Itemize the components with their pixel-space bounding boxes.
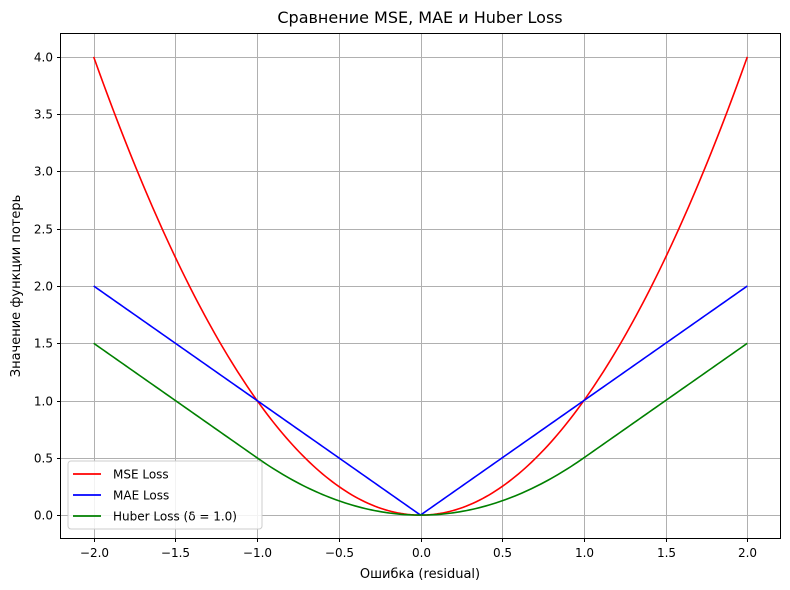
y-axis-label: Значение функции потерь [9,195,24,378]
y-tick-label: 3.5 [34,108,53,122]
legend-label: MSE Loss [113,468,169,482]
legend-label: Huber Loss (δ = 1.0) [113,510,237,524]
legend: MSE Loss MAE Loss Huber Loss (δ = 1.0) [67,460,263,530]
y-tick-label: 2.5 [34,223,53,237]
y-tick-label: 0.5 [34,452,53,466]
y-tick-label: 3.0 [34,165,53,179]
y-tick-label: 1.0 [34,395,53,409]
chart-title: Сравнение MSE, MAE и Huber Loss [277,8,562,27]
x-axis-ticks: −2.0 −1.5 −1.0 −0.5 0.0 0.5 1.0 1.5 2.0 [80,538,757,560]
y-tick-label: 4.0 [34,51,53,65]
y-axis-ticks: 0.0 0.5 1.0 1.5 2.0 2.5 3.0 3.5 4.0 [34,51,61,523]
x-tick-label: 1.0 [575,546,594,560]
grid [61,34,780,538]
x-tick-label: −1.0 [243,546,272,560]
series-line-huber-loss-1-0 [93,342,748,516]
legend-box [67,460,263,530]
x-tick-label: 0.0 [412,546,431,560]
x-tick-label: −2.0 [80,546,109,560]
x-tick-label: 0.5 [493,546,512,560]
y-tick-label: 0.0 [34,509,53,523]
x-axis-label: Ошибка (residual) [360,567,480,582]
x-tick-label: 2.0 [738,546,757,560]
x-tick-label: 1.5 [657,546,676,560]
y-tick-label: 2.0 [34,280,53,294]
legend-label: MAE Loss [113,489,169,503]
series-layer [92,56,749,516]
x-tick-label: −0.5 [325,546,354,560]
x-tick-label: −1.5 [161,546,190,560]
y-tick-label: 1.5 [34,337,53,351]
